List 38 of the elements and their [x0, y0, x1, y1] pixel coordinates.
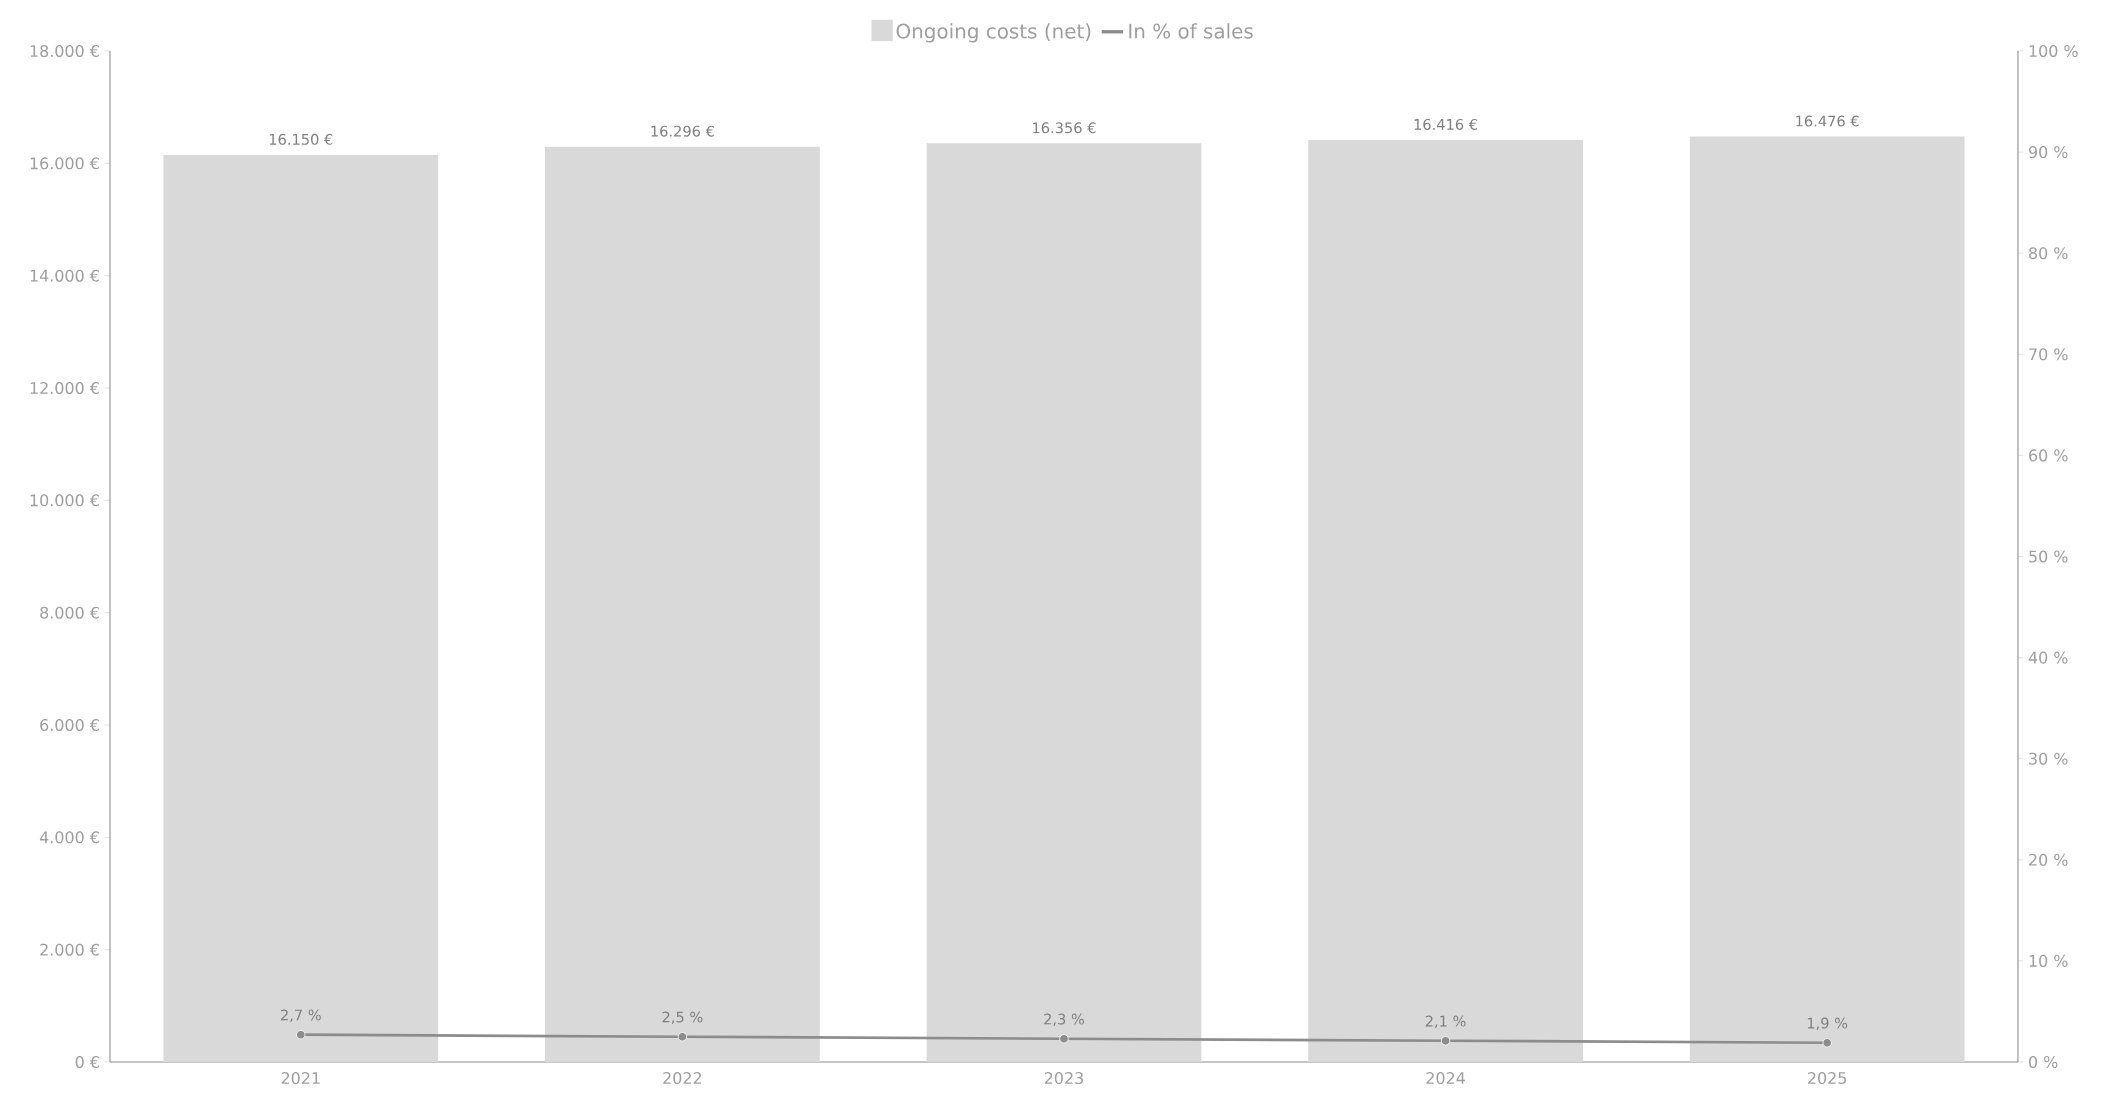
y-tick-label: 10.000 €: [30, 494, 99, 507]
data-label: 2,1 %: [1425, 1015, 1466, 1029]
data-label: 16.296 €: [651, 125, 714, 137]
y2-tick-label: 30 %: [2029, 752, 2068, 765]
y2-tick-label: 0 %: [2029, 1055, 2058, 1069]
data-label: 16.476 €: [1796, 115, 1859, 127]
y2-tick-label: 70 %: [2029, 348, 2068, 361]
y2-tick-label: 40 %: [2028, 651, 2068, 664]
data-label: 16.356 €: [1033, 122, 1096, 134]
y-tick-label: 14.000 €: [30, 269, 99, 282]
x-tick-label: 2021: [281, 1072, 320, 1085]
legend-label: Ongoing costs (net): [896, 23, 1091, 43]
y-tick-label: 8.000 €: [40, 606, 99, 619]
y2-tick-label: 50 %: [2029, 550, 2068, 563]
y2-tick-label: 20 %: [2029, 853, 2068, 866]
data-label: 1,9 %: [1807, 1017, 1848, 1031]
y-tick-label: 0 €: [75, 1055, 99, 1069]
y2-tick-label: 80 %: [2029, 247, 2068, 260]
x-tick-label: 2022: [663, 1072, 702, 1085]
data-label: 16.416 €: [1414, 118, 1478, 130]
x-tick-label: 2025: [1808, 1072, 1847, 1085]
y2-tick-label: 100 %: [2029, 44, 2078, 58]
x-tick-label: 2023: [1044, 1072, 1083, 1085]
y2-tick-label: 60 %: [2029, 449, 2068, 462]
data-label: 2,5 %: [662, 1011, 703, 1025]
data-label: 16.150 €: [269, 133, 333, 145]
y-tick-label: 16.000 €: [30, 157, 99, 170]
y2-tick-label: 10 %: [2029, 954, 2068, 967]
y-tick-label: 12.000 €: [30, 381, 99, 395]
legend-label: In % of sales: [1129, 23, 1253, 39]
y-tick-label: 6.000 €: [40, 718, 99, 732]
data-label: 2,7 %: [280, 1009, 321, 1022]
x-tick-label: 2024: [1426, 1072, 1465, 1085]
y-tick-label: 18.000 €: [30, 44, 99, 58]
y-tick-label: 2.000 €: [40, 943, 99, 956]
y2-tick-label: 90 %: [2028, 146, 2068, 159]
data-label: 2,3 %: [1044, 1013, 1085, 1027]
y-tick-label: 4.000 €: [39, 831, 99, 844]
